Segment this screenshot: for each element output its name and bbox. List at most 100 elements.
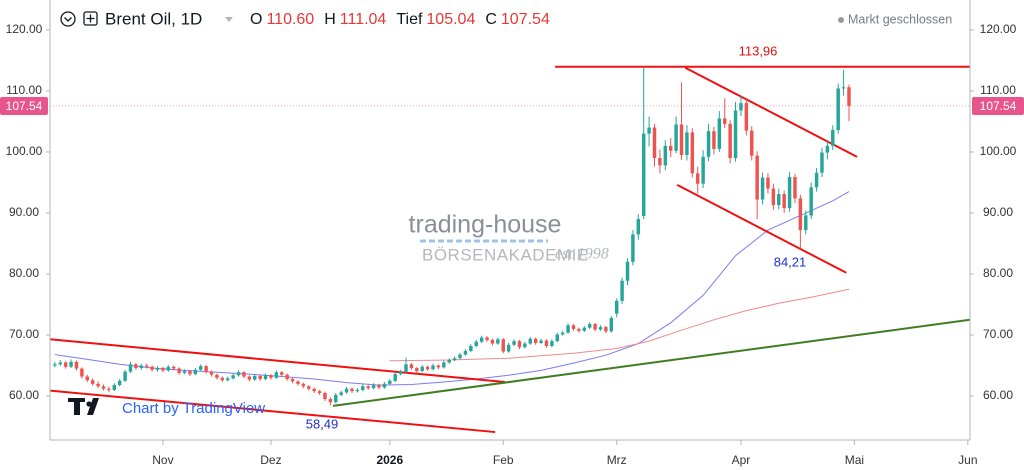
candle-body bbox=[80, 368, 84, 377]
y-tick-label-right: 60.00 bbox=[983, 388, 1013, 402]
candle-body bbox=[393, 374, 397, 381]
tv-logo-dot bbox=[86, 401, 92, 407]
candle-body bbox=[625, 261, 630, 281]
candle-body bbox=[366, 386, 370, 389]
candle-body bbox=[506, 344, 511, 352]
candle-body bbox=[263, 375, 268, 379]
market-status: Markt geschlossen bbox=[848, 12, 952, 26]
candle-body bbox=[523, 343, 527, 348]
candle-body bbox=[328, 399, 333, 403]
candle-body bbox=[107, 388, 111, 390]
trend-line bbox=[50, 338, 505, 384]
trend-line bbox=[332, 318, 970, 407]
candle-body bbox=[166, 366, 171, 371]
candle-body bbox=[155, 367, 160, 370]
trend-line bbox=[676, 184, 847, 274]
last-price-label: 107.54 bbox=[6, 99, 43, 113]
x-tick-label: Dez bbox=[260, 453, 281, 467]
candle-body bbox=[804, 215, 808, 231]
candle-body bbox=[436, 365, 441, 368]
symbol-menu-arrow[interactable] bbox=[225, 17, 233, 22]
legend-label: O bbox=[250, 11, 262, 28]
candle-body bbox=[604, 327, 608, 332]
candle-body bbox=[814, 172, 819, 188]
y-tick-label-left: 100.00 bbox=[6, 144, 43, 158]
y-tick-label-left: 120.00 bbox=[6, 22, 43, 36]
candle-body bbox=[485, 337, 489, 340]
candle-body bbox=[771, 188, 776, 206]
last-price-label: 107.54 bbox=[980, 99, 1017, 113]
candle-body bbox=[577, 328, 581, 331]
candle-body bbox=[739, 103, 743, 111]
candle-body bbox=[668, 145, 673, 151]
candle-body bbox=[58, 362, 62, 365]
candle-body bbox=[820, 152, 824, 173]
y-tick-label-right: 80.00 bbox=[983, 266, 1013, 280]
candle-body bbox=[285, 374, 289, 379]
tv-logo-bar bbox=[68, 398, 85, 415]
candle-body bbox=[193, 369, 198, 375]
candle-body bbox=[339, 392, 343, 395]
candle-body bbox=[280, 372, 284, 375]
candle-body bbox=[334, 394, 338, 403]
candle-body bbox=[53, 364, 57, 366]
legend-value: 111.04 bbox=[340, 11, 387, 28]
y-tick-label-left: 60.00 bbox=[9, 388, 39, 402]
candle-body bbox=[177, 368, 181, 373]
candle-body bbox=[215, 374, 219, 378]
candle-body bbox=[377, 385, 381, 388]
candle-body bbox=[323, 393, 327, 400]
candle-body bbox=[658, 158, 662, 166]
candle-body bbox=[712, 131, 716, 149]
candle-body bbox=[220, 377, 225, 381]
last-price-tag bbox=[972, 96, 1024, 115]
candle-body bbox=[128, 364, 133, 372]
y-tick-label-left: 90.00 bbox=[9, 205, 39, 219]
y-tick-label-left: 80.00 bbox=[9, 266, 39, 280]
credit-text[interactable]: Chart by TradingView bbox=[122, 400, 265, 417]
x-tick-label: 2026 bbox=[376, 453, 403, 467]
candle-body bbox=[701, 156, 705, 184]
candle-body bbox=[501, 339, 505, 352]
candle-body bbox=[512, 341, 516, 345]
candle-body bbox=[431, 365, 435, 370]
candle-body bbox=[517, 341, 522, 348]
candle-body bbox=[117, 380, 122, 386]
candle-body bbox=[96, 383, 100, 387]
candle-body bbox=[582, 327, 587, 331]
candle-body bbox=[782, 194, 786, 209]
candle-body bbox=[463, 350, 468, 355]
tv-logo-slash bbox=[87, 398, 99, 415]
candle-body bbox=[690, 132, 695, 174]
add-icon[interactable] bbox=[83, 11, 98, 26]
y-tick-label-right: 90.00 bbox=[983, 205, 1013, 219]
candle-body bbox=[636, 219, 641, 235]
legend-label: H bbox=[324, 11, 336, 28]
legend-value: 107.54 bbox=[501, 11, 550, 28]
candle-body bbox=[198, 366, 203, 370]
candle-body bbox=[750, 130, 754, 156]
candle-body bbox=[69, 361, 73, 367]
moving-average bbox=[389, 288, 850, 362]
candle-body bbox=[652, 127, 657, 159]
candle-body bbox=[798, 198, 803, 231]
candle-body bbox=[496, 339, 500, 344]
collapse-icon[interactable] bbox=[60, 11, 76, 27]
candle-body bbox=[253, 375, 257, 380]
candle-body bbox=[371, 385, 376, 389]
candle-body bbox=[247, 376, 252, 380]
candle-body bbox=[733, 110, 738, 159]
candle-body bbox=[593, 324, 597, 330]
legend-label: Tief bbox=[396, 11, 423, 28]
candle-body bbox=[793, 176, 797, 199]
candle-body bbox=[301, 383, 306, 387]
candle-body bbox=[182, 371, 187, 373]
candle-body bbox=[134, 364, 138, 368]
symbol-title[interactable]: Brent Oil, 1D bbox=[105, 9, 202, 28]
candle-body bbox=[695, 173, 700, 184]
y-tick-label-right: 100.00 bbox=[980, 144, 1017, 158]
candle-body bbox=[123, 371, 127, 381]
candle-body bbox=[296, 381, 300, 384]
credit[interactable]: Chart by TradingView bbox=[68, 398, 265, 417]
